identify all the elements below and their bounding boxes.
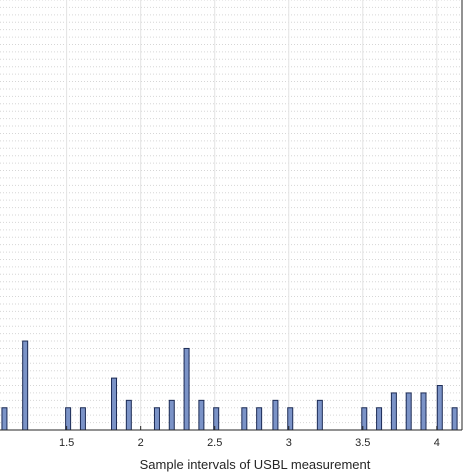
bar (168, 399, 175, 431)
x-axis-label: Sample intervals of USBL measurement (140, 457, 371, 472)
bar (376, 407, 383, 431)
major-grid (66, 0, 438, 430)
x-tick-label: 3.5 (355, 437, 370, 449)
bar (1, 407, 8, 431)
bar (79, 407, 86, 431)
bar (22, 340, 29, 431)
bar (241, 407, 248, 431)
x-tick-label: 1.5 (59, 437, 74, 449)
bar (111, 377, 118, 431)
bar (436, 385, 443, 431)
bar (256, 407, 263, 431)
x-tick-label: 4 (434, 437, 440, 449)
bar (183, 347, 190, 431)
bar (198, 399, 205, 431)
bar (153, 407, 160, 431)
bar (272, 399, 279, 431)
x-tick-label: 2.5 (207, 437, 222, 449)
x-tick-label: 2 (138, 437, 144, 449)
bar (405, 392, 412, 431)
bar (316, 399, 323, 431)
bar (125, 399, 132, 431)
x-ticks: 1.5 2 2.5 3 3.5 4 (59, 426, 440, 449)
bar (390, 392, 397, 431)
minor-grid (0, 0, 462, 424)
x-tick-label: 3 (286, 437, 292, 449)
bar (451, 407, 458, 431)
bar (420, 392, 427, 431)
